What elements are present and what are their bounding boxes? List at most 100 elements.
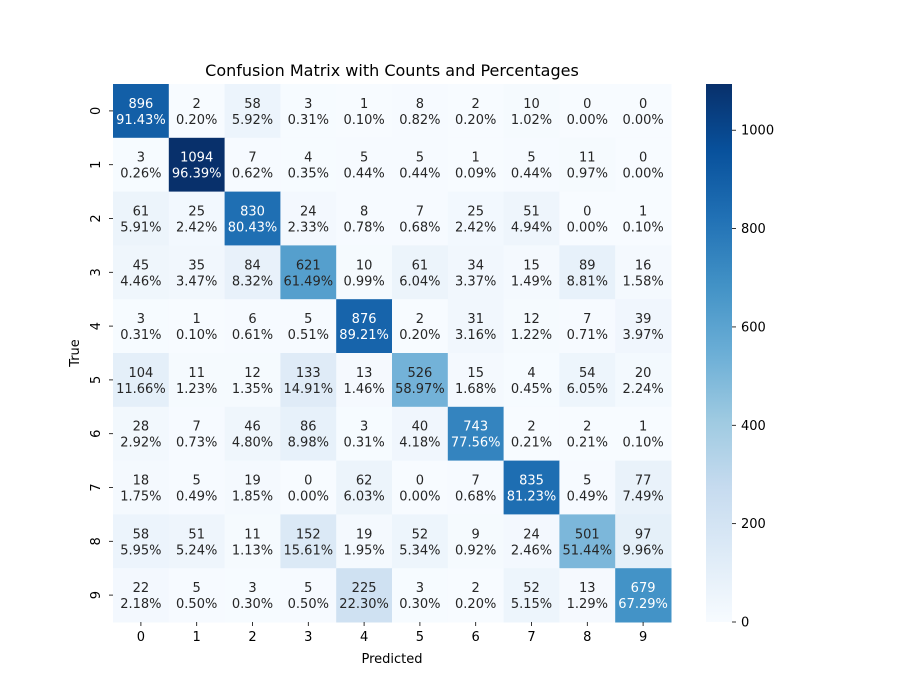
y-tick-label-5: 5 — [89, 376, 104, 384]
x-tick-label-5: 5 — [416, 630, 424, 645]
cell-percentage-5-0: 11.66% — [116, 382, 166, 397]
cell-percentage-2-8: 0.00% — [567, 221, 608, 236]
cell-percentage-1-9: 0.00% — [622, 167, 663, 182]
cell-percentage-5-3: 14.91% — [284, 382, 334, 397]
heatmap-cell-5-9 — [615, 353, 672, 408]
cell-count-9-7: 52 — [523, 581, 540, 596]
heatmap-cell-1-8 — [559, 137, 616, 193]
cell-percentage-4-6: 3.16% — [455, 328, 496, 343]
x-tick-label-0: 0 — [137, 630, 145, 645]
heatmap-cell-5-7 — [503, 353, 560, 408]
cell-percentage-9-4: 22.30% — [339, 597, 389, 612]
heatmap-cell-5-3 — [280, 353, 337, 408]
cell-percentage-6-9: 0.10% — [622, 436, 663, 451]
heatmap-cell-7-6 — [447, 460, 505, 515]
cell-percentage-2-1: 2.42% — [176, 221, 217, 236]
cell-percentage-6-7: 0.21% — [511, 436, 552, 451]
heatmap-cell-2-9 — [615, 191, 672, 246]
cell-count-3-7: 15 — [523, 258, 540, 273]
cell-percentage-4-5: 0.20% — [399, 328, 440, 343]
cell-count-4-8: 7 — [583, 312, 591, 327]
heatmap-cell-1-9 — [615, 137, 672, 193]
cell-count-1-3: 4 — [304, 151, 312, 166]
cell-count-6-2: 46 — [244, 420, 261, 435]
cell-count-6-0: 28 — [133, 420, 150, 435]
cell-count-8-9: 97 — [635, 527, 652, 542]
cell-count-3-4: 10 — [356, 258, 373, 273]
heatmap-cell-1-0 — [113, 137, 170, 193]
heatmap-cell-7-7 — [503, 460, 560, 515]
cell-count-4-7: 12 — [523, 312, 540, 327]
heatmap-cell-3-5 — [392, 245, 449, 300]
heatmap-cell-4-4 — [336, 299, 393, 354]
y-tick-label-1: 1 — [89, 161, 104, 169]
cell-percentage-7-4: 6.03% — [343, 490, 384, 505]
heatmap-cell-4-9 — [615, 299, 672, 354]
cell-percentage-0-6: 0.20% — [455, 113, 496, 128]
heatmap-cell-2-6 — [447, 191, 505, 246]
heatmap-cell-7-9 — [615, 460, 672, 515]
cell-percentage-0-0: 91.43% — [116, 113, 166, 128]
cell-count-7-8: 5 — [583, 474, 591, 489]
cell-percentage-1-8: 0.97% — [567, 167, 608, 182]
cell-count-5-7: 4 — [527, 366, 535, 381]
heatmap-cell-3-6 — [447, 245, 505, 300]
heatmap-cell-1-1 — [168, 137, 226, 193]
cell-percentage-9-7: 5.15% — [511, 597, 552, 612]
cell-percentage-3-4: 0.99% — [343, 274, 384, 289]
cell-count-9-0: 22 — [133, 581, 150, 596]
cell-count-8-4: 19 — [356, 527, 373, 542]
heatmap-cell-0-0 — [113, 84, 170, 139]
cell-count-0-3: 3 — [304, 97, 312, 112]
heatmap-cell-0-7 — [503, 84, 560, 139]
heatmap-cell-6-4 — [336, 406, 393, 462]
cell-count-6-7: 2 — [527, 420, 535, 435]
cell-count-1-0: 3 — [137, 151, 145, 166]
heatmap-cell-1-5 — [392, 137, 449, 193]
cell-count-4-4: 876 — [352, 312, 377, 327]
cell-count-5-9: 20 — [635, 366, 652, 381]
heatmap-cell-7-3 — [280, 460, 337, 515]
heatmap-cell-9-5 — [392, 568, 449, 623]
cell-count-2-7: 51 — [523, 205, 540, 220]
heatmap-cell-5-0 — [113, 353, 170, 408]
heatmap-cell-7-0 — [113, 460, 170, 515]
heatmap-cell-1-2 — [224, 137, 281, 193]
y-tick-label-2: 2 — [89, 214, 104, 222]
y-tick-label-9: 9 — [89, 591, 104, 599]
heatmap-cell-0-3 — [280, 84, 337, 139]
heatmap-cell-5-8 — [559, 353, 616, 408]
colorbar — [706, 84, 732, 622]
cell-count-8-1: 51 — [188, 527, 205, 542]
cell-count-1-4: 5 — [360, 151, 368, 166]
x-axis-ticks: 0 1 2 3 4 5 6 7 8 9 — [137, 622, 647, 645]
heatmap-cell-4-6 — [447, 299, 505, 354]
heatmap-cell-6-2 — [224, 406, 281, 462]
cell-count-1-9: 0 — [639, 151, 647, 166]
colorbar-tick-label-1000: 1000 — [741, 124, 774, 139]
heatmap-cell-2-4 — [336, 191, 393, 246]
cell-percentage-7-3: 0.00% — [288, 490, 329, 505]
heatmap-cell-3-8 — [559, 245, 616, 300]
cell-count-3-5: 61 — [412, 258, 429, 273]
heatmap-cell-1-3 — [280, 137, 337, 193]
heatmap-cell-9-7 — [503, 568, 560, 623]
heatmap-cell-6-6 — [447, 406, 505, 462]
cell-count-4-5: 2 — [416, 312, 424, 327]
heatmap-cell-3-4 — [336, 245, 393, 300]
heatmap-cells: 89691.43%20.20%585.92%30.31%10.10%80.82%… — [113, 84, 672, 623]
cell-percentage-1-0: 0.26% — [120, 167, 161, 182]
heatmap-cell-3-2 — [224, 245, 281, 300]
cell-count-4-9: 39 — [635, 312, 652, 327]
heatmap-cell-4-3 — [280, 299, 337, 354]
y-tick-label-4: 4 — [89, 322, 104, 330]
heatmap-cell-6-5 — [392, 406, 449, 462]
heatmap-cell-8-7 — [503, 514, 560, 569]
heatmap-cell-6-7 — [503, 406, 560, 462]
heatmap-cell-0-2 — [224, 84, 281, 139]
chart-title: Confusion Matrix with Counts and Percent… — [205, 61, 579, 80]
cell-count-7-0: 18 — [133, 474, 150, 489]
heatmap-cell-1-6 — [447, 137, 505, 193]
cell-percentage-6-8: 0.21% — [567, 436, 608, 451]
cell-count-9-5: 3 — [416, 581, 424, 596]
